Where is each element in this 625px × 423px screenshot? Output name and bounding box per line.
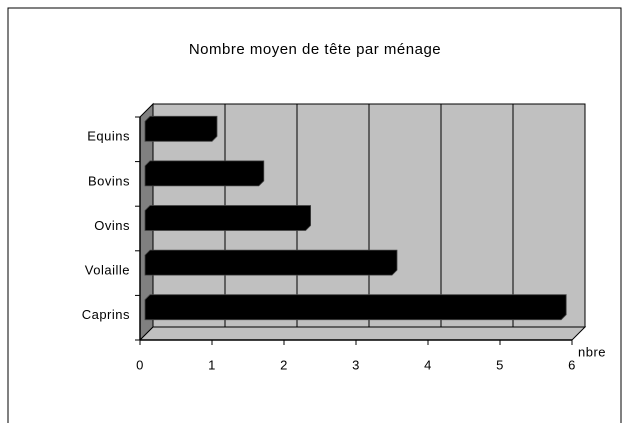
y-tick-label: Bovins [88,173,130,188]
x-tick-label: 1 [208,357,216,372]
x-tick-label: 0 [136,357,144,372]
y-tick-label: Equins [87,129,130,144]
y-tick-label: Volaille [85,263,130,278]
x-tick-label: 6 [568,357,576,372]
x-axis-label: nbre [578,344,606,359]
floor [138,326,587,341]
x-tick-label: 3 [352,357,360,372]
bar [144,249,398,276]
bar [144,205,312,231]
y-tick-label: Caprins [82,307,130,322]
x-tick-label: 2 [280,357,288,372]
bar [144,115,218,142]
x-tick-label: 4 [424,357,432,372]
chart-title: Nombre moyen de tête par ménage [189,41,441,58]
chart-border [7,7,622,423]
bar [144,294,567,321]
bar [144,160,265,187]
x-tick-label: 5 [496,357,504,372]
y-tick-label: Ovins [94,218,130,233]
